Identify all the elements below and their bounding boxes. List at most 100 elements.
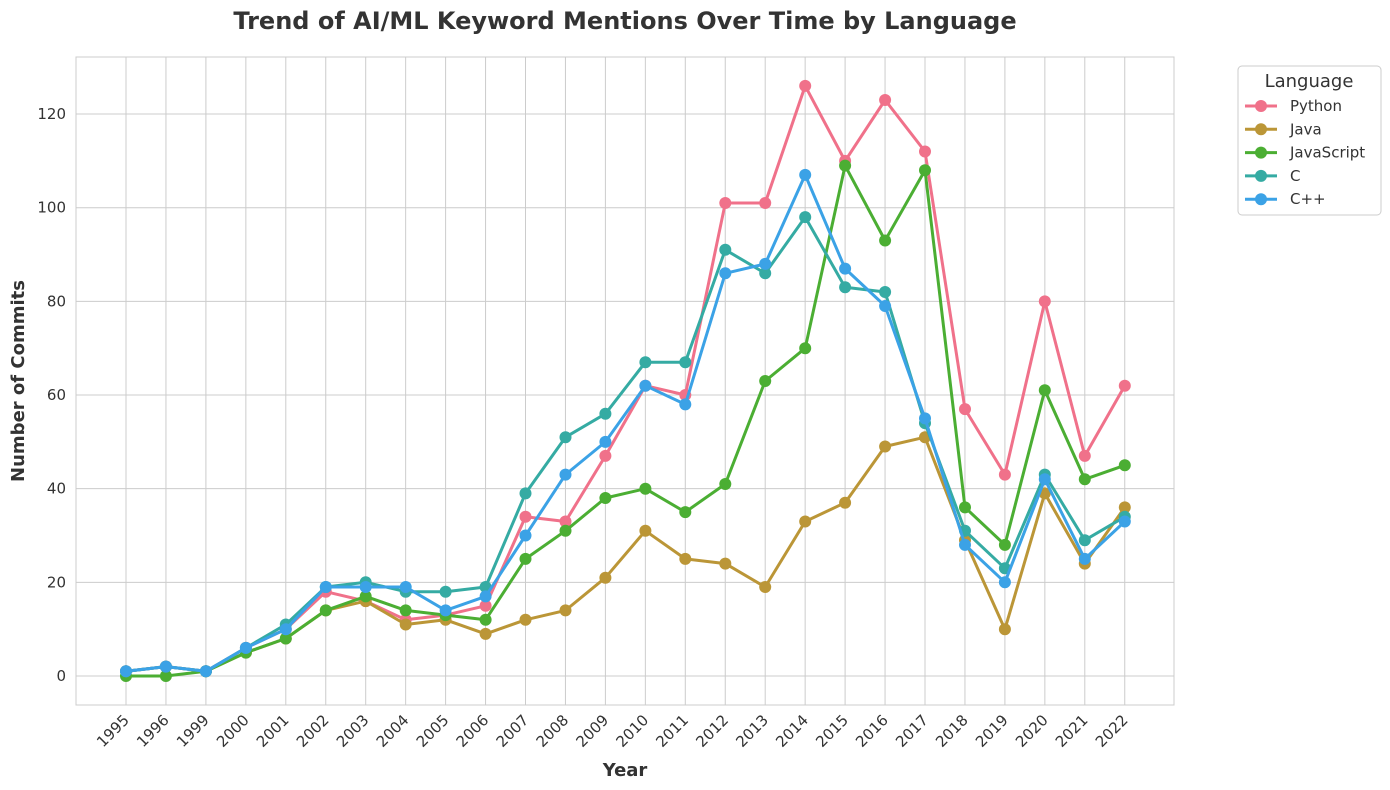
data-point — [719, 557, 732, 570]
series-c — [120, 211, 1131, 678]
data-point — [399, 604, 412, 617]
x-tick-label: 2008 — [533, 711, 573, 751]
data-point — [120, 665, 132, 678]
data-point — [559, 604, 572, 617]
legend-label: C — [1290, 167, 1300, 185]
data-point — [599, 407, 612, 420]
data-point — [279, 623, 292, 636]
x-tick-label: 2000 — [213, 711, 253, 751]
legend-swatch-marker — [1255, 100, 1267, 112]
data-point — [239, 641, 252, 654]
data-point — [599, 492, 612, 504]
x-tick-label: 2021 — [1052, 711, 1092, 751]
data-point — [679, 506, 692, 519]
x-tick-label: 2015 — [812, 711, 852, 751]
y-tick-labels: 0 20 40 60 80 100 120 — [37, 105, 66, 685]
x-tick-label: 2001 — [253, 711, 293, 751]
data-point — [839, 262, 852, 275]
x-tick-label: 2016 — [852, 711, 892, 751]
x-tick-label: 2014 — [772, 711, 812, 751]
legend: Language Python Java JavaScript C C++ — [1237, 65, 1382, 216]
data-point — [519, 613, 532, 626]
data-point — [1118, 501, 1131, 514]
data-point — [719, 267, 732, 280]
legend-box — [1237, 65, 1382, 216]
x-tick-label: 1999 — [173, 711, 213, 751]
data-point — [479, 599, 492, 612]
data-point — [719, 478, 732, 490]
data-point — [1078, 473, 1091, 486]
data-point — [639, 379, 652, 392]
legend-label: Java — [1289, 120, 1322, 138]
data-point — [439, 604, 452, 617]
series-line — [124, 215, 1127, 673]
data-point — [959, 501, 971, 514]
data-point — [959, 538, 971, 551]
data-point — [599, 449, 612, 462]
data-point — [199, 665, 212, 678]
data-point — [998, 623, 1011, 636]
data-point — [599, 435, 612, 448]
data-point — [479, 613, 492, 626]
legend-label: C++ — [1290, 190, 1326, 208]
series-cpp — [120, 168, 1131, 678]
data-point — [919, 412, 931, 425]
chart-title: Trend of AI/ML Keyword Mentions Over Tim… — [233, 7, 1016, 35]
data-point — [679, 356, 692, 369]
data-point — [879, 440, 892, 453]
data-point — [759, 375, 772, 387]
data-point — [998, 576, 1011, 589]
x-tick-label: 2002 — [293, 711, 333, 751]
data-point — [319, 581, 332, 593]
data-point — [1038, 473, 1051, 486]
legend-title: Language — [1265, 71, 1354, 92]
data-point — [359, 590, 372, 603]
data-point — [639, 482, 652, 495]
y-tick-label: 100 — [37, 199, 66, 217]
data-point — [839, 496, 852, 509]
x-tick-labels: 1995 1996 1999 2000 2001 2002 2003 2004 2005 2006… — [93, 711, 1131, 751]
y-axis-label: Number of Commits — [8, 280, 29, 482]
data-point — [559, 468, 572, 481]
data-point — [719, 197, 732, 209]
x-tick-label: 2013 — [732, 711, 772, 751]
data-point — [1078, 449, 1091, 462]
legend-swatch-marker — [1255, 193, 1267, 206]
data-point — [799, 515, 812, 528]
x-axis-label: Year — [602, 760, 648, 781]
data-point — [759, 197, 772, 209]
series-line — [124, 173, 1127, 673]
data-point — [519, 487, 532, 500]
grid — [76, 57, 1174, 705]
data-point — [839, 159, 852, 172]
data-point — [399, 581, 412, 593]
data-point — [679, 398, 692, 411]
legend-swatch-marker — [1255, 123, 1267, 136]
data-point — [1078, 534, 1091, 547]
x-tick-label: 2004 — [373, 711, 413, 751]
x-tick-label: 2022 — [1092, 711, 1132, 751]
x-tick-label: 2006 — [453, 711, 493, 751]
data-point — [639, 356, 652, 369]
data-point — [1118, 459, 1131, 472]
data-point — [359, 581, 372, 593]
data-point — [839, 281, 852, 294]
x-tick-label: 2020 — [1012, 711, 1052, 751]
data-point — [799, 79, 812, 92]
data-point — [759, 257, 772, 270]
series-java — [120, 431, 1131, 678]
data-point — [998, 468, 1011, 481]
y-tick-label: 20 — [47, 573, 66, 591]
data-point — [719, 243, 732, 256]
y-tick-label: 40 — [47, 480, 66, 498]
data-point — [759, 267, 772, 280]
data-point — [559, 524, 572, 537]
plot-area-frame — [75, 56, 1175, 706]
data-point — [1038, 295, 1051, 308]
x-tick-label: 2010 — [612, 711, 652, 751]
series-python — [120, 79, 1131, 678]
data-point — [399, 618, 412, 631]
data-point — [479, 627, 492, 640]
data-point — [639, 524, 652, 537]
